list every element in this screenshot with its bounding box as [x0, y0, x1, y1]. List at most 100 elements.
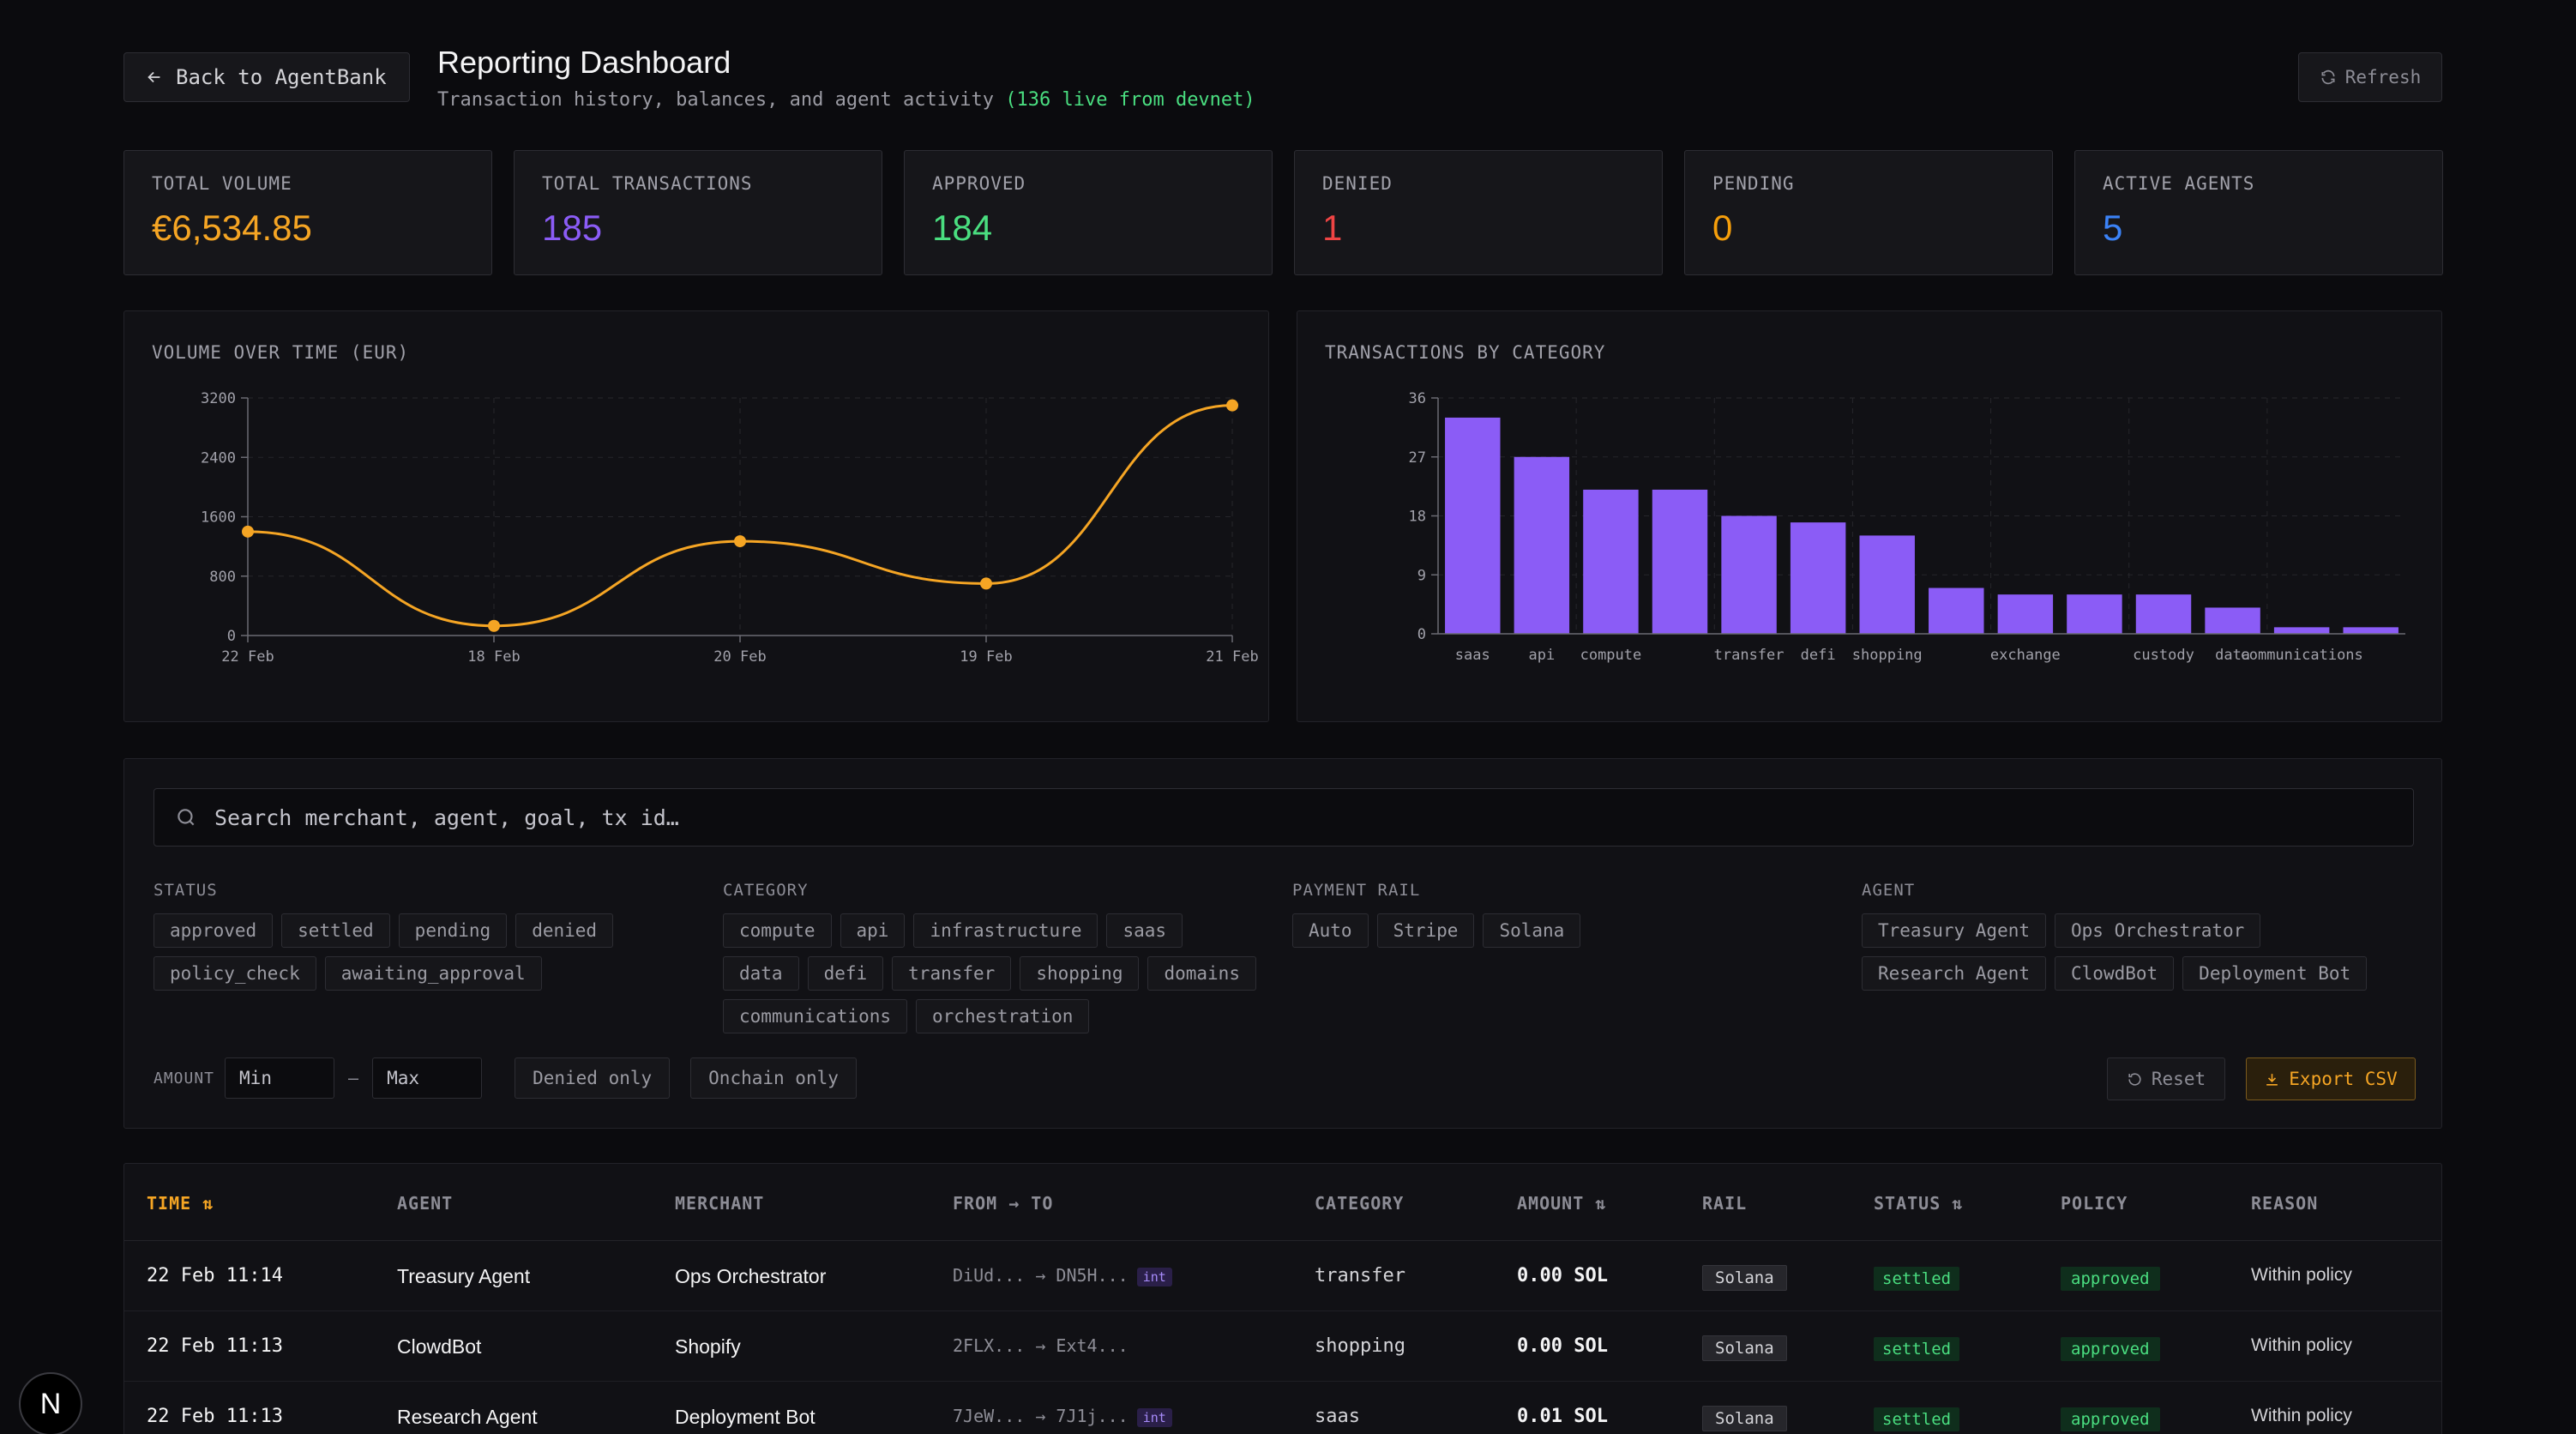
max-amount-input[interactable] [372, 1057, 483, 1099]
y-tick-label: 0 [1417, 626, 1426, 643]
category-chip-communications[interactable]: communications [723, 999, 908, 1033]
category-chip-data[interactable]: data [723, 956, 799, 991]
cell-from-to: 2FLX... → Ext4... [953, 1335, 1129, 1356]
export-label: Export CSV [2289, 1069, 2398, 1089]
status-badge: settled [1874, 1407, 1960, 1431]
cell-merchant: Deployment Bot [675, 1406, 816, 1428]
table-row[interactable]: 22 Feb 11:14 Treasury Agent Ops Orchestr… [124, 1241, 2441, 1311]
column-header-rail: RAIL [1702, 1193, 1748, 1214]
filter-group-label: PAYMENT RAIL [1292, 881, 1421, 900]
category-chip-compute[interactable]: compute [723, 913, 832, 948]
cell-merchant: Ops Orchestrator [675, 1265, 827, 1287]
search-box[interactable]: Search merchant, agent, goal, tx id… [153, 788, 2414, 847]
denied-only-toggle[interactable]: Denied only [515, 1057, 671, 1099]
export-csv-button[interactable]: Export CSV [2246, 1057, 2416, 1100]
back-label: Back to AgentBank [176, 65, 387, 89]
y-tick-label: 9 [1417, 567, 1426, 584]
x-tick-label: saas [1455, 647, 1490, 664]
x-tick-label: transfer [1714, 647, 1785, 664]
agent-chip-research-agent[interactable]: Research Agent [1862, 956, 2047, 991]
cell-category: saas [1315, 1406, 1360, 1427]
category-chip-infrastructure[interactable]: infrastructure [913, 913, 1098, 948]
page-title: Reporting Dashboard [437, 45, 731, 80]
bar-orchestration [2067, 594, 2122, 634]
category-chip-orchestration[interactable]: orchestration [916, 999, 1090, 1033]
download-icon [2266, 1073, 2278, 1086]
x-tick-label: 18 Feb [467, 648, 520, 666]
filter-group-label: AGENT [1862, 881, 1916, 900]
chart-title: TRANSACTIONS BY CATEGORY [1325, 342, 1606, 363]
status-chip-settled[interactable]: settled [281, 913, 390, 948]
column-header-agent: AGENT [397, 1193, 454, 1214]
status-chip-awaiting-approval[interactable]: awaiting_approval [324, 956, 542, 991]
column-header-amount[interactable]: AMOUNT ⇅ [1517, 1193, 1607, 1214]
range-separator: – [348, 1068, 359, 1088]
category-chip-transfer[interactable]: transfer [892, 956, 1012, 991]
y-tick-label: 36 [1409, 390, 1426, 407]
stat-card-approved: APPROVED 184 [904, 150, 1273, 275]
cell-reason: Within policy [2251, 1335, 2352, 1355]
category-chip-defi[interactable]: defi [807, 956, 884, 991]
rail-badge: Solana [1702, 1335, 1787, 1361]
table-row[interactable]: 22 Feb 11:13 ClowdBot Shopify 2FLX... → … [124, 1311, 2441, 1382]
onchain-only-toggle[interactable]: Onchain only [690, 1057, 857, 1099]
refresh-button[interactable]: Refresh [2298, 52, 2442, 102]
reset-icon [2128, 1072, 2141, 1086]
agent-chip-clowdbot[interactable]: ClowdBot [2055, 956, 2175, 991]
cell-merchant: Shopify [675, 1335, 741, 1358]
y-tick-label: 0 [227, 628, 236, 645]
bar-exchange [1997, 594, 2054, 634]
x-tick-label: 21 Feb [1206, 648, 1258, 666]
from-to-text: DiUd... → DN5H... [953, 1265, 1129, 1286]
column-header-status[interactable]: STATUS ⇅ [1874, 1193, 1964, 1214]
stat-card-denied: DENIED 1 [1294, 150, 1663, 275]
category-chip-shopping[interactable]: shopping [1020, 956, 1140, 991]
cell-category: transfer [1315, 1265, 1405, 1286]
table-row[interactable]: 22 Feb 11:13 Research Agent Deployment B… [124, 1382, 2441, 1434]
x-tick-label: shopping [1852, 647, 1923, 664]
agent-chip-deployment-bot[interactable]: Deployment Bot [2182, 956, 2368, 991]
reset-button[interactable]: Reset [2107, 1057, 2225, 1100]
column-header-time[interactable]: TIME ⇅ [147, 1193, 214, 1214]
category-chip-api[interactable]: api [840, 913, 906, 948]
status-chip-pending[interactable]: pending [398, 913, 508, 948]
rail-chip-auto[interactable]: Auto [1292, 913, 1369, 948]
internal-badge: int [1136, 1407, 1172, 1427]
rail-filter-group: PAYMENT RAIL Auto Stripe Solana [1292, 881, 1773, 948]
category-chip-saas[interactable]: saas [1106, 913, 1183, 948]
stat-label: DENIED [1322, 173, 1393, 194]
stat-label: APPROVED [932, 173, 1026, 194]
category-chip-domains[interactable]: domains [1147, 956, 1256, 991]
x-tick-label: custody [2133, 647, 2194, 664]
filter-group-label: STATUS [153, 881, 218, 900]
stat-card-total-transactions: TOTAL TRANSACTIONS 185 [514, 150, 882, 275]
min-amount-input[interactable] [225, 1057, 335, 1099]
x-tick-label: api [1528, 647, 1555, 664]
cell-category: shopping [1315, 1335, 1405, 1357]
cell-agent: Research Agent [397, 1406, 538, 1428]
rail-badge: Solana [1702, 1406, 1787, 1431]
policy-badge: approved [2061, 1337, 2160, 1361]
search-icon [178, 809, 195, 826]
rail-chip-stripe[interactable]: Stripe [1376, 913, 1475, 948]
data-point [734, 535, 746, 548]
status-chip-policy-check[interactable]: policy_check [153, 956, 316, 991]
category-chart-panel: TRANSACTIONS BY CATEGORY 0 9 18 27 36 saas api… [1297, 310, 2442, 722]
app-logo[interactable]: N [19, 1372, 82, 1434]
status-badge: settled [1874, 1337, 1960, 1361]
bar-custody [2135, 594, 2192, 634]
rail-chip-solana[interactable]: Solana [1483, 913, 1581, 948]
x-tick-label: 19 Feb [960, 648, 1012, 666]
status-chip-denied[interactable]: denied [515, 913, 614, 948]
policy-badge: approved [2061, 1267, 2160, 1291]
data-point [980, 577, 992, 590]
page-subtitle: Transaction history, balances, and agent… [437, 89, 1255, 111]
search-input[interactable]: Search merchant, agent, goal, tx id… [214, 804, 679, 830]
status-chip-approved[interactable]: approved [153, 913, 274, 948]
agent-chip-treasury-agent[interactable]: Treasury Agent [1862, 913, 2047, 948]
rail-chips: Auto Stripe Solana [1292, 913, 1773, 948]
cell-time: 22 Feb 11:13 [147, 1335, 283, 1357]
agent-chip-ops-orchestrator[interactable]: Ops Orchestrator [2055, 913, 2261, 948]
volume-line-chart: 0 800 1600 2400 3200 22 Feb 18 Feb 20 Feb 19 Feb… [201, 390, 1259, 666]
back-to-agentbank-button[interactable]: Back to AgentBank [123, 52, 410, 102]
